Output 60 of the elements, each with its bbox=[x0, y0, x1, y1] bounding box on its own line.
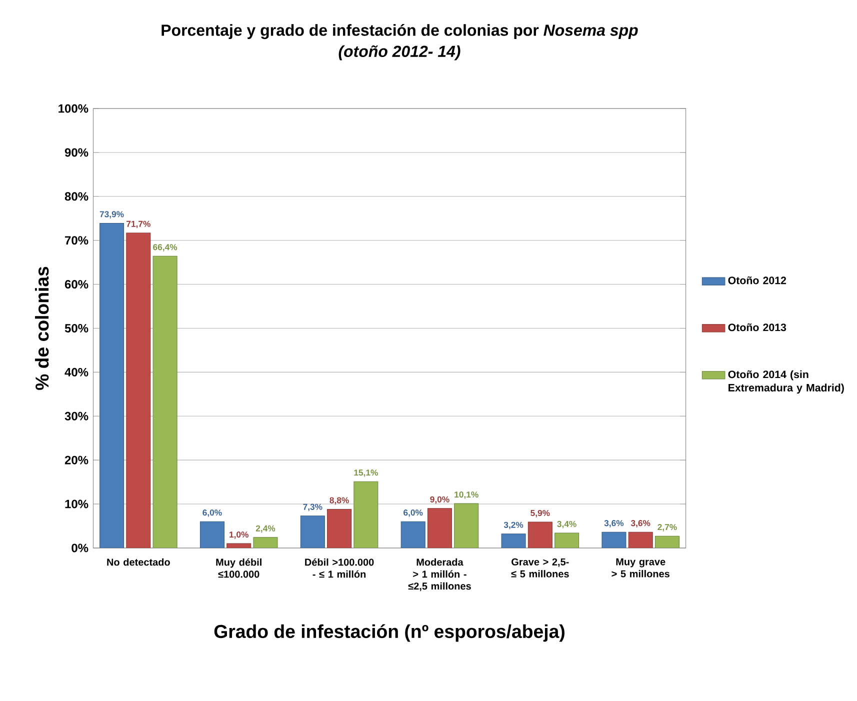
y-tick-label: 10% bbox=[65, 500, 88, 508]
x-tick-label: No detectado bbox=[107, 558, 170, 566]
data-label: 3,2% bbox=[504, 522, 524, 530]
legend-label: Otoño 2013 bbox=[728, 323, 786, 332]
y-tick-label: 50% bbox=[64, 324, 88, 332]
y-tick-label: 0% bbox=[72, 544, 88, 552]
bar bbox=[100, 222, 124, 548]
y-tick-label: 20% bbox=[64, 456, 88, 464]
legend-label: Otoño 2012 bbox=[728, 276, 786, 284]
bar bbox=[354, 481, 378, 548]
data-label: 15,1% bbox=[354, 469, 378, 477]
data-label: 9,0% bbox=[430, 496, 450, 504]
bar bbox=[628, 532, 653, 548]
data-label: 5,9% bbox=[530, 510, 550, 518]
bar bbox=[528, 522, 552, 548]
data-label: 10,1% bbox=[454, 491, 478, 499]
bar bbox=[200, 521, 224, 548]
chart-title: Porcentaje y grado de infestación de colonias por Nosema spp bbox=[162, 24, 638, 40]
bar bbox=[226, 543, 252, 548]
y-tick-label: 60% bbox=[64, 280, 88, 288]
data-label: 3,6% bbox=[604, 520, 624, 528]
y-tick-label: 80% bbox=[64, 192, 88, 201]
data-label: 73,9% bbox=[100, 211, 124, 218]
bar bbox=[501, 534, 526, 548]
bar bbox=[602, 532, 626, 548]
bar bbox=[654, 536, 680, 548]
x-tick-label: Muy grave > 5 millones bbox=[612, 558, 670, 578]
y-axis-title: % de colonias bbox=[35, 266, 49, 390]
bar bbox=[253, 537, 278, 548]
y-tick-label: 70% bbox=[65, 236, 88, 245]
y-tick-label: 40% bbox=[64, 368, 88, 376]
chart-subtitle: (otoño 2012- 14) bbox=[338, 45, 460, 60]
data-label: 6,0% bbox=[202, 509, 222, 517]
data-label: 1,0% bbox=[230, 531, 248, 539]
data-label: 3,4% bbox=[557, 520, 576, 528]
data-label: 7,3% bbox=[303, 504, 322, 512]
bar bbox=[126, 232, 151, 548]
data-label: 66,4% bbox=[153, 244, 178, 252]
y-tick-label: 100% bbox=[58, 104, 88, 113]
data-label: 3,6% bbox=[630, 520, 650, 528]
bar bbox=[300, 516, 325, 548]
bar bbox=[554, 532, 580, 548]
x-tick-label: Moderada > 1 millón - ≤2,5 millones bbox=[408, 558, 471, 592]
bar bbox=[427, 508, 452, 548]
data-label: 2,4% bbox=[256, 525, 276, 533]
legend-label: Otoño 2014 (sin Extremadura y Madrid) bbox=[728, 370, 844, 394]
x-tick-label: Muy débil ≤100.000 bbox=[216, 558, 262, 578]
bar bbox=[152, 256, 178, 548]
x-tick-label: Grave > 2,5- ≤ 5 millones bbox=[511, 558, 569, 578]
data-label: 8,8% bbox=[330, 497, 349, 505]
data-label: 6,0% bbox=[404, 509, 423, 517]
bar bbox=[400, 521, 426, 548]
y-tick-label: 90% bbox=[64, 148, 88, 157]
bar bbox=[454, 503, 479, 548]
data-label: 71,7% bbox=[126, 220, 150, 228]
y-tick-label: 30% bbox=[64, 412, 88, 420]
x-axis-title: Grado de infestación (nº esporos/abeja) bbox=[214, 624, 564, 642]
data-label: 2,7% bbox=[658, 524, 677, 532]
bar bbox=[327, 508, 352, 548]
x-tick-label: Débil >100.000 - ≤ 1 millón bbox=[305, 558, 374, 578]
